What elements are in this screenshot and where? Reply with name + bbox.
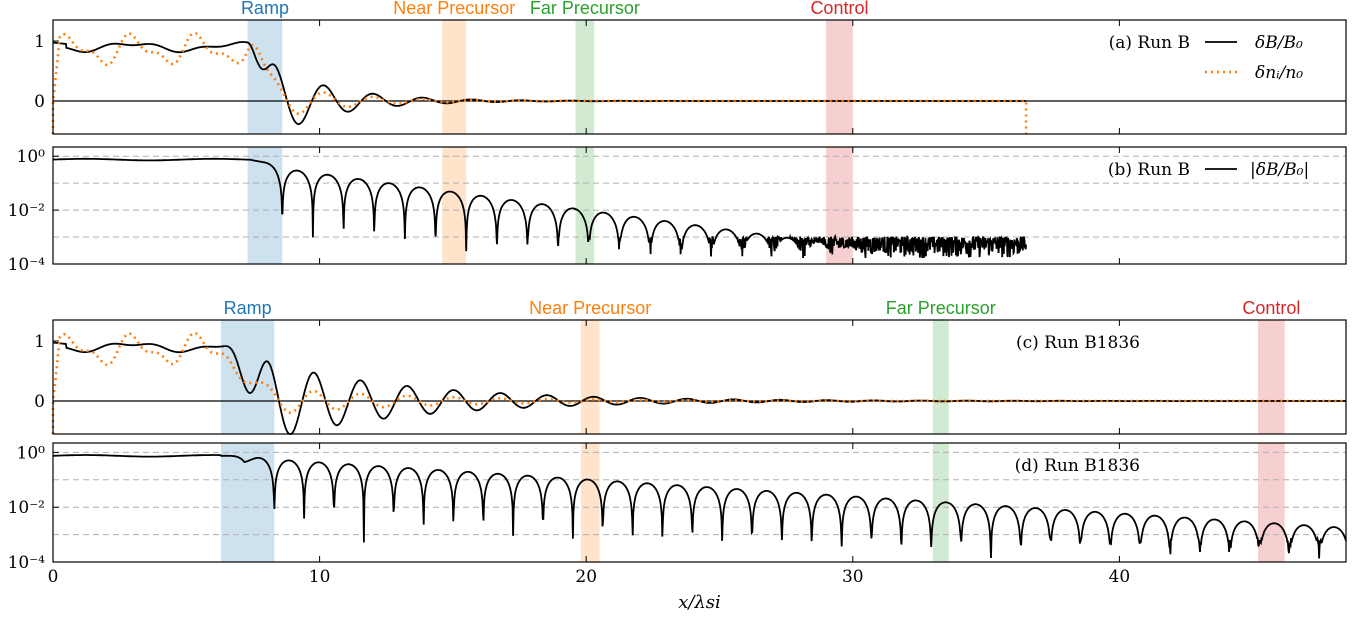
region-layer: [220, 20, 1285, 562]
series-dn-c: [51, 331, 1346, 434]
region-far-precursor-d: [932, 443, 949, 562]
region-near-precursor-c: [580, 320, 600, 434]
panel-label-d: (d) Run B1836: [1015, 456, 1140, 476]
axes-frame-b: [52, 146, 1347, 265]
region-control-d: [1258, 443, 1285, 562]
region-label-ramp: Ramp: [241, 0, 289, 18]
x-tick-label: 0: [48, 567, 59, 587]
region-label-control: Control: [810, 0, 868, 18]
region-ramp-a: [247, 20, 283, 134]
panel-label-b: (b) Run B: [1108, 160, 1190, 180]
region-near-precursor-a: [442, 20, 467, 134]
axes-frame-a: [52, 19, 1347, 135]
legend-label-dn: δnᵢ/n₀: [1255, 63, 1303, 83]
x-axis-label: x/λsi: [678, 592, 721, 613]
series-absdB-b: [53, 157, 1027, 259]
series-absdB-d: [53, 454, 1347, 559]
region-label-ramp: Ramp: [224, 298, 272, 318]
region-label-control: Control: [1242, 298, 1300, 318]
y-tick-label: 1: [34, 332, 45, 352]
y-tick-label: 10⁻⁴: [8, 255, 46, 275]
region-near-precursor-b: [442, 147, 467, 264]
axes-frame-d: [52, 442, 1347, 563]
region-label-near-precursor: Near Precursor: [529, 298, 651, 318]
region-ramp-c: [220, 320, 275, 434]
x-tick-label: 10: [309, 567, 331, 587]
legend-label-absdB: |δB/B₀|: [1250, 160, 1309, 180]
region-label-far-precursor: Far Precursor: [530, 0, 640, 18]
region-far-precursor-b: [575, 147, 595, 264]
legend-label-dB: δB/B₀: [1255, 33, 1303, 53]
x-tick-label: 30: [842, 567, 864, 587]
y-tick-label: 10⁻²: [8, 498, 45, 518]
series-dB-a: [53, 41, 1027, 125]
axes-frame-c: [52, 319, 1347, 435]
panel-label-a: (a) Run B: [1109, 33, 1190, 53]
text-layer: Ramp Near Precursor Far Precursor Control01…: [8, 0, 1310, 613]
x-tick-label: 20: [575, 567, 597, 587]
y-tick-label: 10⁰: [17, 443, 46, 463]
panel-label-c: (c) Run B1836: [1016, 333, 1140, 353]
region-label-far-precursor: Far Precursor: [886, 298, 996, 318]
axes-layer: [52, 19, 1347, 563]
region-control-c: [1258, 320, 1285, 434]
region-ramp-b: [247, 147, 283, 264]
y-tick-label: 0: [34, 92, 45, 112]
y-tick-label: 10⁰: [17, 147, 46, 167]
y-tick-label: 0: [34, 392, 45, 412]
data-layer: [51, 31, 1347, 559]
y-tick-label: 10⁻⁴: [8, 553, 46, 573]
region-control-a: [826, 20, 853, 134]
y-tick-label: 1: [34, 32, 45, 52]
region-far-precursor-c: [932, 320, 949, 434]
y-tick-label: 10⁻²: [8, 201, 45, 221]
region-near-precursor-d: [580, 443, 600, 562]
region-far-precursor-a: [575, 20, 595, 134]
region-label-near-precursor: Near Precursor: [393, 0, 515, 18]
region-ramp-d: [220, 443, 275, 562]
x-tick-label: 40: [1109, 567, 1131, 587]
